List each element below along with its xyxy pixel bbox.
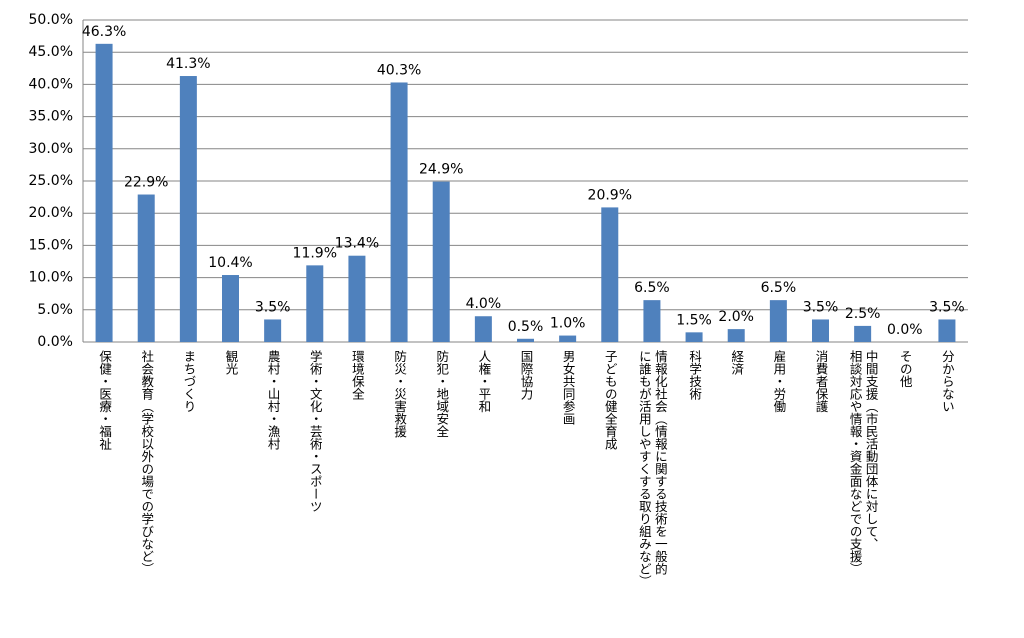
data-label: 0.5%: [508, 319, 544, 335]
x-tick-label: まちづくり: [181, 350, 197, 413]
data-label: 20.9%: [588, 187, 632, 203]
data-label: 3.5%: [929, 299, 965, 315]
y-tick-label: 20.0%: [29, 205, 73, 221]
bar: [137, 194, 155, 342]
y-tick-label: 50.0%: [29, 12, 73, 28]
x-tick-label: 経済: [729, 350, 745, 375]
data-label: 1.5%: [676, 312, 712, 328]
x-tick-label: 分からない: [939, 350, 955, 413]
bar: [727, 329, 745, 342]
bar: [559, 335, 577, 342]
x-tick-label: 人権・平和: [476, 350, 492, 413]
data-label: 2.0%: [718, 309, 754, 325]
x-tick-label: 学術・文化・芸術・スポーツ: [307, 350, 323, 513]
x-tick-label: 子どもの健全育成: [602, 350, 618, 450]
x-tick-label: 防災・災害救援: [392, 350, 408, 438]
bar: [179, 76, 197, 342]
y-tick-label: 30.0%: [29, 141, 73, 157]
bar: [222, 275, 239, 342]
data-label: 2.5%: [845, 306, 881, 322]
bar: [306, 265, 324, 342]
x-tick-label: 防犯・地域安全: [434, 350, 450, 438]
bar: [812, 319, 829, 342]
y-tick-label: 25.0%: [29, 173, 73, 189]
y-tick-label: 15.0%: [29, 237, 73, 253]
x-tick-label: 社会教育（学校以外の場での学びなど）: [139, 350, 155, 575]
data-label: 3.5%: [803, 299, 839, 315]
data-label: 11.9%: [293, 245, 337, 261]
x-tick-label: 国際協力: [518, 350, 534, 400]
bar: [474, 316, 492, 342]
bar: [854, 325, 872, 342]
bar: [348, 255, 366, 342]
data-label: 41.3%: [166, 56, 210, 72]
data-label: 6.5%: [634, 280, 670, 296]
y-tick-label: 45.0%: [29, 44, 73, 60]
bar: [432, 181, 450, 342]
x-tick-label: 中間支援（市民活動団体に対して、 相談対応や情報・資金面などでの支援）: [847, 350, 879, 575]
bar: [390, 82, 408, 342]
y-tick-label: 40.0%: [29, 76, 73, 92]
data-label: 24.9%: [419, 162, 463, 178]
bar: [264, 319, 282, 342]
data-label: 22.9%: [124, 175, 168, 191]
data-label: 40.3%: [377, 62, 421, 78]
bar: [685, 332, 703, 342]
x-tick-label: 消費者保護: [813, 350, 829, 413]
x-tick-label: 農村・山村・漁村: [265, 350, 281, 450]
data-label: 3.5%: [255, 299, 291, 315]
bar: [643, 300, 661, 342]
x-tick-label: 環境保全: [349, 350, 365, 400]
y-tick-label: 10.0%: [29, 270, 73, 286]
y-tick-label: 0.0%: [37, 334, 73, 350]
data-label: 0.0%: [887, 322, 923, 338]
bar: [95, 43, 113, 342]
data-label: 6.5%: [761, 280, 797, 296]
bar: [938, 319, 956, 342]
x-tick-label: 観光: [223, 350, 239, 375]
x-tick-label: 男女共同参画: [560, 350, 576, 425]
data-label: 1.0%: [550, 316, 586, 332]
x-tick-label: 科学技術: [687, 350, 703, 400]
x-tick-label: 保健・医療・福祉: [97, 350, 113, 450]
y-tick-label: 35.0%: [29, 109, 73, 125]
y-tick-label: 5.0%: [37, 302, 73, 318]
data-label: 46.3%: [82, 24, 126, 40]
data-label: 4.0%: [466, 296, 502, 312]
bar: [601, 207, 619, 342]
x-tick-label: 情報化社会（情報に関する技術を一般的 に誰もが活用しやすくする取り組みなど）: [636, 350, 668, 588]
data-label: 10.4%: [208, 255, 252, 271]
x-tick-label: 雇用・労働: [771, 350, 787, 413]
bar: [517, 338, 534, 342]
x-tick-label: その他: [897, 350, 913, 388]
bar: [769, 300, 787, 342]
data-label: 13.4%: [335, 236, 379, 252]
